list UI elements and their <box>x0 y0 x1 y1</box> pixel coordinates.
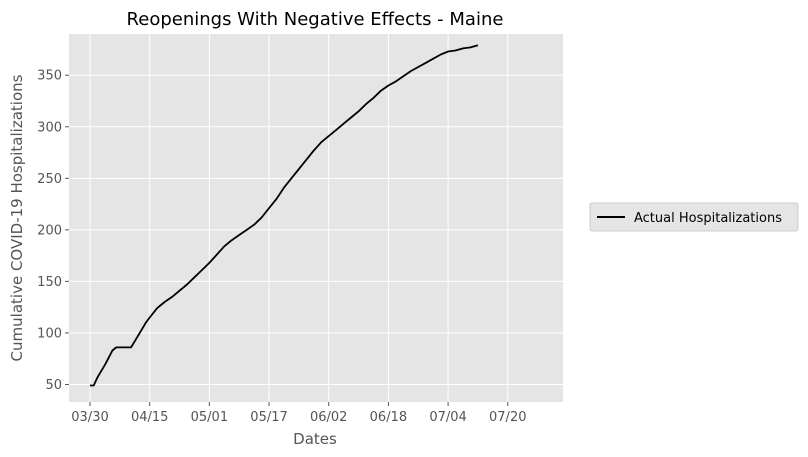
chart-title: Reopenings With Negative Effects - Maine <box>127 9 504 30</box>
y-tick-label: 200 <box>37 223 62 238</box>
y-tick-label: 300 <box>37 120 62 135</box>
plot-area <box>69 34 563 402</box>
y-axis-label: Cumulative COVID-19 Hospitalizations <box>8 74 26 361</box>
y-tick-label: 150 <box>37 275 62 290</box>
y-tick-label: 100 <box>37 326 62 341</box>
y-tick-label: 50 <box>45 378 62 393</box>
y-axis: 50 100 150 200 250 300 350 <box>37 69 69 393</box>
y-tick-label: 350 <box>37 69 62 84</box>
x-tick-label: 05/17 <box>250 410 287 425</box>
x-tick-label: 03/30 <box>71 410 108 425</box>
x-axis-label: Dates <box>293 430 337 448</box>
x-axis: 03/30 04/15 05/01 05/17 06/02 06/18 07/04 07/20 <box>71 402 526 425</box>
grid <box>69 34 563 402</box>
x-tick-label: 05/01 <box>191 410 228 425</box>
x-tick-label: 06/02 <box>310 410 347 425</box>
x-tick-label: 04/15 <box>131 410 168 425</box>
legend-label: Actual Hospitalizations <box>634 211 782 226</box>
series-line-actual-hospitalizations <box>90 44 479 387</box>
legend-box <box>589 202 799 232</box>
x-tick-label: 07/20 <box>489 410 526 425</box>
series-layer <box>90 44 479 387</box>
y-tick-label: 250 <box>37 172 62 187</box>
x-tick-label: 06/18 <box>370 410 407 425</box>
legend: Actual Hospitalizations <box>589 202 799 232</box>
x-tick-label: 07/04 <box>429 410 466 425</box>
